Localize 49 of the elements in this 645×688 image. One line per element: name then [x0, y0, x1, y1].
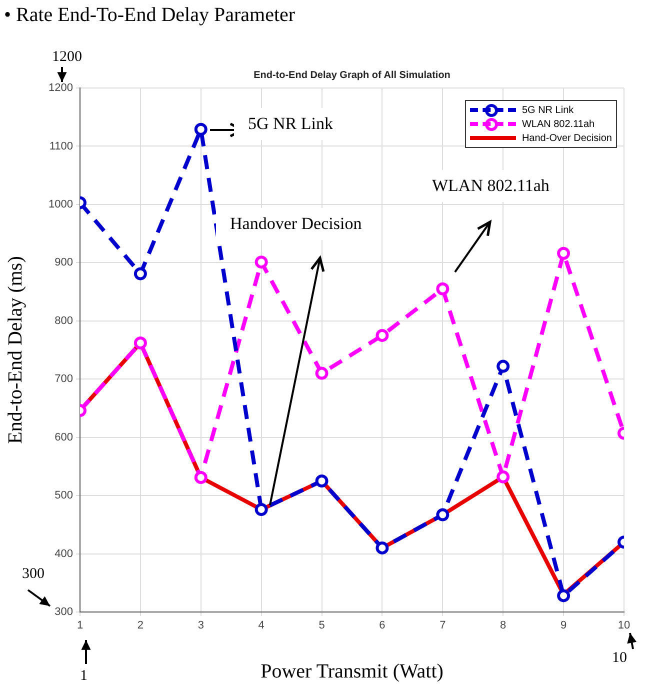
- y-tick-label: 600: [54, 431, 73, 444]
- y-tick-label: 1200: [48, 82, 73, 94]
- point: [496, 470, 510, 484]
- point: [436, 282, 450, 296]
- point: [254, 256, 268, 269]
- chart-title: End-to-End Delay Graph of All Simulation: [252, 70, 452, 81]
- annotation: 5G NR Link: [234, 108, 347, 140]
- point: [194, 471, 208, 484]
- point: [254, 503, 268, 516]
- y-tick-label: 300: [54, 606, 73, 618]
- y-tick-label: 1000: [48, 198, 73, 210]
- y-axis-title: End-to-End Delay (ms): [4, 256, 26, 444]
- text: • Rate End-To-End Delay Parameter: [4, 4, 296, 27]
- x-tick-label: 10: [618, 620, 630, 632]
- x-tick-label: 2: [137, 620, 144, 632]
- point: [496, 360, 510, 373]
- x-tick-label: 7: [440, 620, 446, 632]
- y-tick-label: 700: [54, 373, 73, 386]
- annotation: WLAN 802.11ah: [418, 170, 564, 202]
- y-tick-label: 800: [54, 314, 73, 327]
- text: 10: [612, 650, 627, 667]
- legend-label: WLAN 802.11ah: [520, 118, 596, 131]
- y-tick-label: 400: [54, 548, 73, 560]
- point: [315, 474, 328, 488]
- x-tick-label: 3: [198, 620, 204, 632]
- point: [376, 328, 389, 342]
- y-tick-label: 500: [54, 490, 73, 502]
- x-tick-label: 4: [258, 620, 264, 632]
- point: [557, 589, 570, 602]
- y-tick-label: 1100: [49, 140, 73, 152]
- annotation: Handover Decision: [216, 208, 376, 240]
- legend-label: 5G NR Link: [520, 104, 575, 117]
- legend-label: Hand-Over Decision: [520, 132, 612, 145]
- x-tick-label: 5: [318, 620, 325, 632]
- y-tick-label: 900: [54, 256, 73, 269]
- point: [134, 336, 147, 350]
- text: 300: [22, 566, 44, 583]
- point: [194, 122, 208, 136]
- text: 1: [80, 668, 88, 685]
- x-axis-title: Power Transmit (Watt): [260, 660, 444, 682]
- x-tick-label: 6: [379, 620, 386, 632]
- point: [315, 366, 328, 380]
- point: [436, 508, 450, 522]
- x-tick-label: 8: [500, 620, 506, 632]
- x-tick-label: 9: [560, 620, 567, 632]
- x-tick-label: 1: [76, 620, 84, 632]
- point: [376, 541, 389, 554]
- point: [557, 246, 570, 260]
- point: [134, 267, 147, 280]
